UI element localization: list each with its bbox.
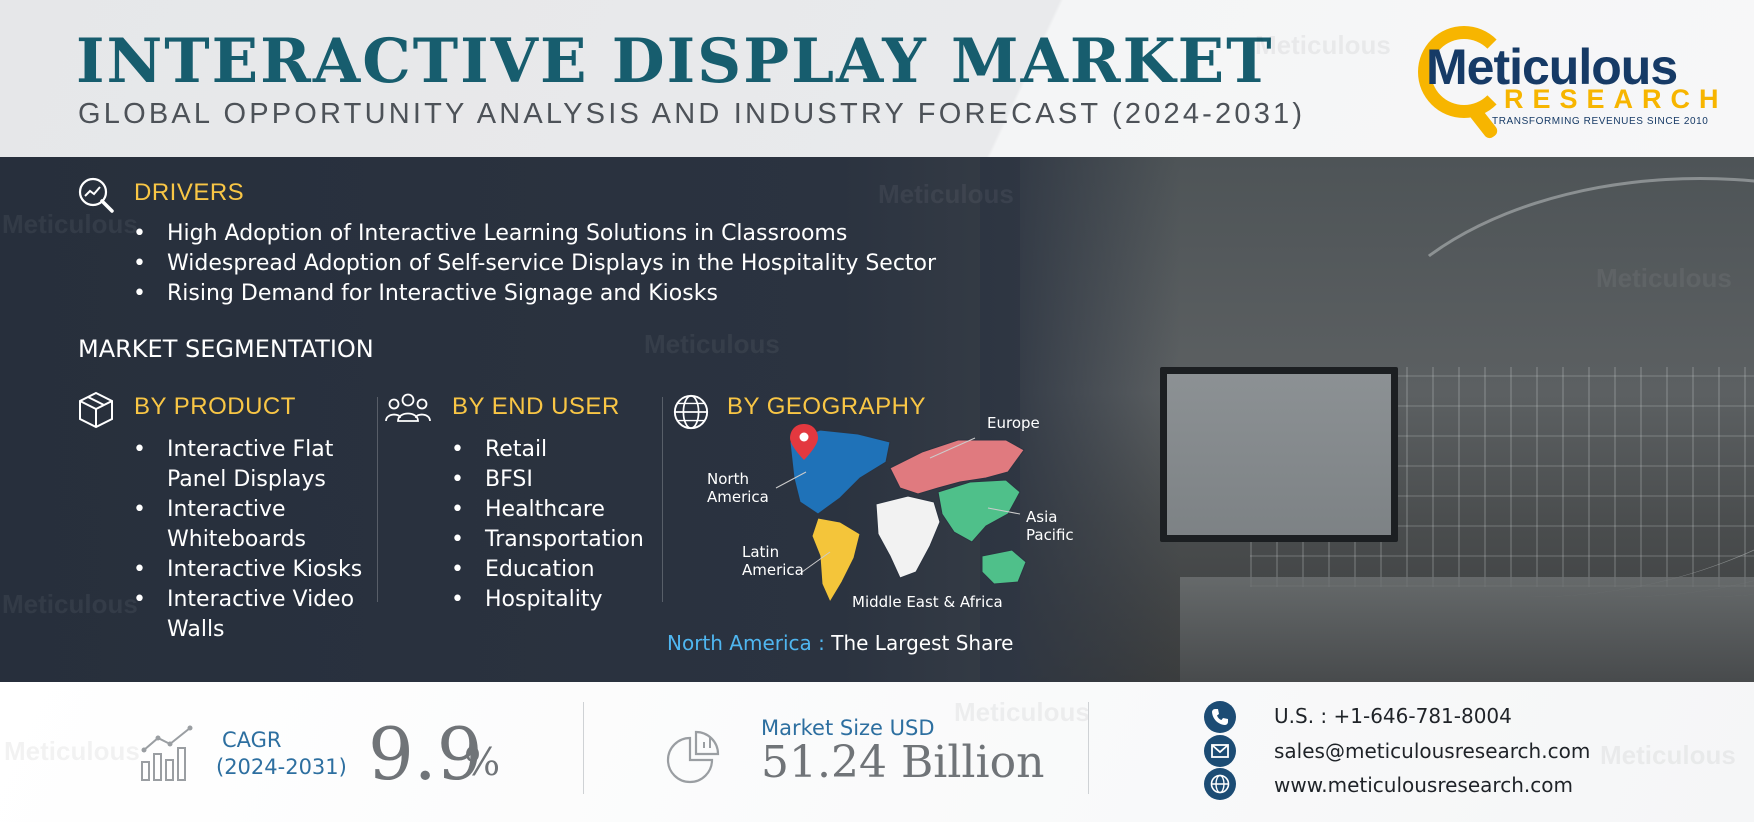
map-label-line: Latin [742, 543, 780, 561]
list-item: Interactive Kiosks [133, 555, 393, 585]
watermark: Meticulous [644, 329, 780, 359]
map-label-middle-east-africa: Middle East & Africa [852, 593, 1003, 611]
list-item: Retail [451, 435, 671, 465]
map-region-north-america [789, 429, 891, 515]
list-item: Healthcare [451, 495, 671, 525]
map-label-europe: Europe [987, 414, 1040, 432]
map-label-north-america: North America [707, 470, 769, 506]
cagr-unit: % [464, 740, 501, 784]
footer-divider [583, 702, 584, 794]
page-subtitle: GLOBAL OPPORTUNITY ANALYSIS AND INDUSTRY… [78, 98, 1306, 130]
content-panel: DRIVERS High Adoption of Interactive Lea… [0, 157, 1754, 682]
footer-divider [1088, 702, 1089, 794]
map-region-middle-east-africa [875, 495, 941, 579]
cagr-period: (2024-2031) [216, 755, 347, 779]
map-region-europe [889, 439, 1025, 495]
header-banner: INTERACTIVE DISPLAY MARKET GLOBAL OPPORT… [0, 0, 1754, 157]
list-item: Education [451, 555, 671, 585]
drivers-heading: DRIVERS [134, 179, 245, 206]
largest-region: North America : [667, 631, 825, 655]
list-item: Rising Demand for Interactive Signage an… [133, 279, 936, 309]
list-item: Interactive Flat Panel Displays [133, 435, 393, 495]
cagr-label: CAGR (2024-2031) [216, 727, 347, 781]
list-item: Interactive Video Walls [133, 585, 393, 645]
market-size-value: 51.24 Billion [761, 737, 1045, 788]
map-label-line: America [742, 561, 804, 579]
watermark: Meticulous [1255, 30, 1391, 60]
list-item: Interactive Whiteboards [133, 495, 393, 555]
cagr-title: CAGR [222, 728, 282, 752]
location-pin-icon [790, 424, 818, 460]
leader-line [775, 471, 807, 489]
growth-chart-icon [141, 725, 193, 781]
leader-line [987, 507, 1021, 515]
watermark: Meticulous [1600, 740, 1736, 770]
map-label-latin-america: Latin America [742, 543, 804, 579]
largest-share-note: North America : The Largest Share [667, 631, 1013, 655]
page-title: INTERACTIVE DISPLAY MARKET [76, 26, 1274, 97]
logo-tagline: TRANSFORMING REVENUES SINCE 2010 [1492, 116, 1709, 127]
list-item: Hospitality [451, 585, 671, 615]
map-region-oceania [981, 549, 1027, 585]
phone-number[interactable]: U.S. : +1-646-781-8004 [1274, 704, 1512, 728]
list-item: Transportation [451, 525, 671, 555]
footer-stats [0, 682, 1754, 822]
watermark: Meticulous [4, 736, 140, 766]
people-icon [385, 393, 431, 422]
largest-share-text: The Largest Share [824, 631, 1014, 655]
website-link[interactable]: www.meticulousresearch.com [1274, 773, 1573, 797]
watermark: Meticulous [878, 179, 1014, 209]
drivers-list: High Adoption of Interactive Learning So… [133, 219, 936, 309]
market-size-label: Market Size USD [761, 716, 935, 740]
leader-line [929, 437, 976, 459]
phone-icon [1204, 701, 1236, 733]
column-divider [377, 397, 378, 602]
email-link[interactable]: sales@meticulousresearch.com [1274, 739, 1591, 763]
watermark: Meticulous [2, 209, 138, 239]
map-label-line: Pacific [1026, 526, 1074, 544]
segmentation-heading: MARKET SEGMENTATION [78, 335, 374, 363]
end-user-list: Retail BFSI Healthcare Transportation Ed… [451, 435, 671, 615]
magnifier-chart-icon [78, 177, 114, 213]
by-geography-heading: BY GEOGRAPHY [727, 393, 926, 420]
brand-logo: Meticulous RESEARCH TRANSFORMING REVENUE… [1412, 20, 1719, 141]
cagr-value: 9.9 [368, 712, 483, 796]
map-label-line: Asia [1026, 508, 1058, 526]
map-region-asia-pacific [937, 479, 1021, 543]
display-surface [1167, 374, 1391, 535]
map-region-latin-america [811, 517, 861, 604]
product-list: Interactive Flat Panel Displays Interact… [133, 435, 393, 645]
terminal-floor [1180, 577, 1754, 682]
logo-research: RESEARCH [1504, 84, 1728, 114]
world-map [775, 424, 1027, 604]
by-end-user-heading: BY END USER [452, 393, 620, 420]
logo-wordmark: Meticulous [1426, 39, 1678, 95]
list-item: High Adoption of Interactive Learning So… [133, 219, 936, 249]
column-divider [662, 397, 663, 602]
map-label-line: America [707, 488, 769, 506]
mail-icon [1204, 735, 1236, 767]
by-product-heading: BY PRODUCT [134, 393, 296, 420]
leader-line [801, 551, 831, 573]
watermark: Meticulous [1596, 263, 1732, 293]
photo-fade [980, 157, 1180, 682]
pie-chart-icon [666, 730, 720, 784]
map-label-line: North [707, 470, 749, 488]
list-item: Widespread Adoption of Self-service Disp… [133, 249, 936, 279]
box-icon [79, 391, 113, 429]
map-label-asia-pacific: Asia Pacific [1026, 508, 1074, 544]
globe-icon [673, 394, 709, 430]
list-item: BFSI [451, 465, 671, 495]
watermark: Meticulous [2, 589, 138, 619]
web-icon [1204, 768, 1236, 800]
watermark: Meticulous [954, 697, 1090, 727]
interactive-display-screen [1160, 367, 1398, 542]
